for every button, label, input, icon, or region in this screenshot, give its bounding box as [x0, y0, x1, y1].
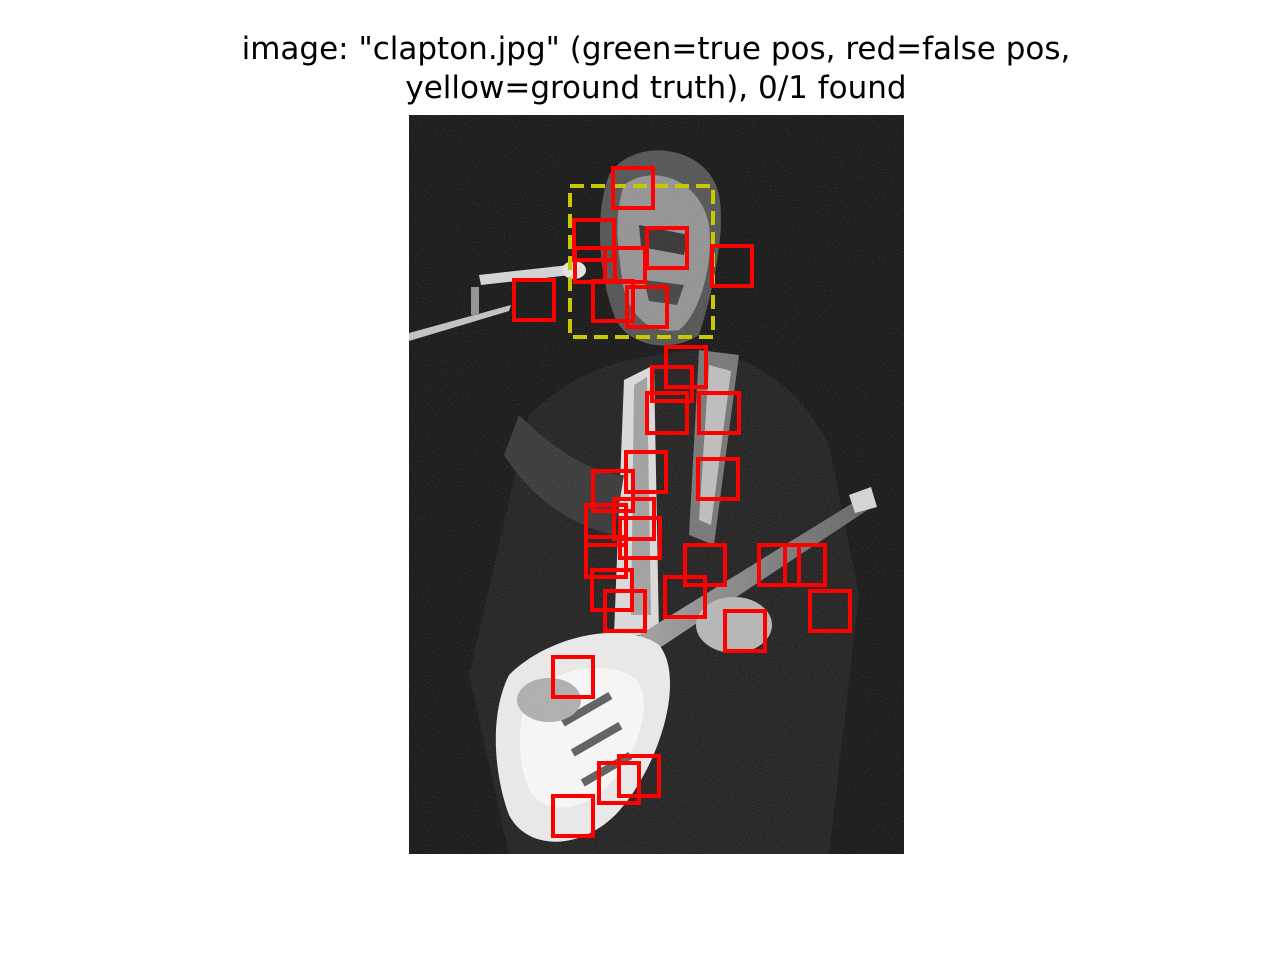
false-positive-box [645, 391, 689, 435]
false-positive-box [808, 589, 852, 633]
false-positive-box [783, 543, 827, 587]
false-positive-box [584, 535, 628, 579]
clapton-photo [409, 115, 904, 854]
false-positive-box [611, 166, 655, 210]
false-positive-box [512, 278, 556, 322]
title-line-1: image: "clapton.jpg" (green=true pos, re… [241, 31, 1071, 67]
false-positive-box [710, 244, 754, 288]
false-positive-box [697, 391, 741, 435]
title-line-2: yellow=ground truth), 0/1 found [405, 70, 907, 106]
false-positive-box [584, 503, 628, 547]
false-positive-box [591, 279, 635, 323]
false-positive-box [551, 655, 595, 699]
false-positive-box [663, 575, 707, 619]
film-grain [409, 115, 904, 854]
false-positive-box [572, 218, 616, 262]
figure-title: image: "clapton.jpg" (green=true pos, re… [0, 30, 1280, 108]
false-positive-box [757, 543, 801, 587]
false-positive-box [723, 609, 767, 653]
false-positive-box [551, 794, 595, 838]
false-positive-box [597, 761, 641, 805]
false-positive-box [625, 285, 669, 329]
false-positive-box [603, 589, 647, 633]
false-positive-box [696, 457, 740, 501]
false-positive-box [650, 365, 694, 403]
false-positive-boxes [512, 166, 852, 838]
